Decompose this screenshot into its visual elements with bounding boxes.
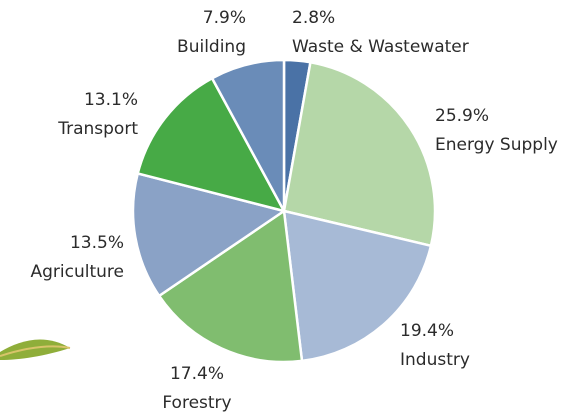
value-label: 25.9%	[435, 106, 489, 126]
decoration	[0, 339, 70, 360]
value-label: 17.4%	[170, 364, 224, 384]
value-label: 13.5%	[70, 233, 124, 253]
category-label: Energy Supply	[435, 135, 558, 155]
value-label: 7.9%	[203, 8, 246, 28]
value-label: 2.8%	[292, 8, 335, 28]
category-label: Industry	[400, 350, 470, 370]
value-label: 13.1%	[84, 90, 138, 110]
category-label: Building	[177, 37, 246, 57]
value-label: 19.4%	[400, 321, 454, 341]
category-label: Transport	[57, 119, 138, 139]
category-label: Agriculture	[31, 262, 125, 282]
chart: 2.8% Waste & Wastewater 25.9% Energy Supply…	[0, 0, 574, 412]
category-label: Waste & Wastewater	[292, 37, 469, 57]
category-label: Forestry	[162, 393, 231, 412]
